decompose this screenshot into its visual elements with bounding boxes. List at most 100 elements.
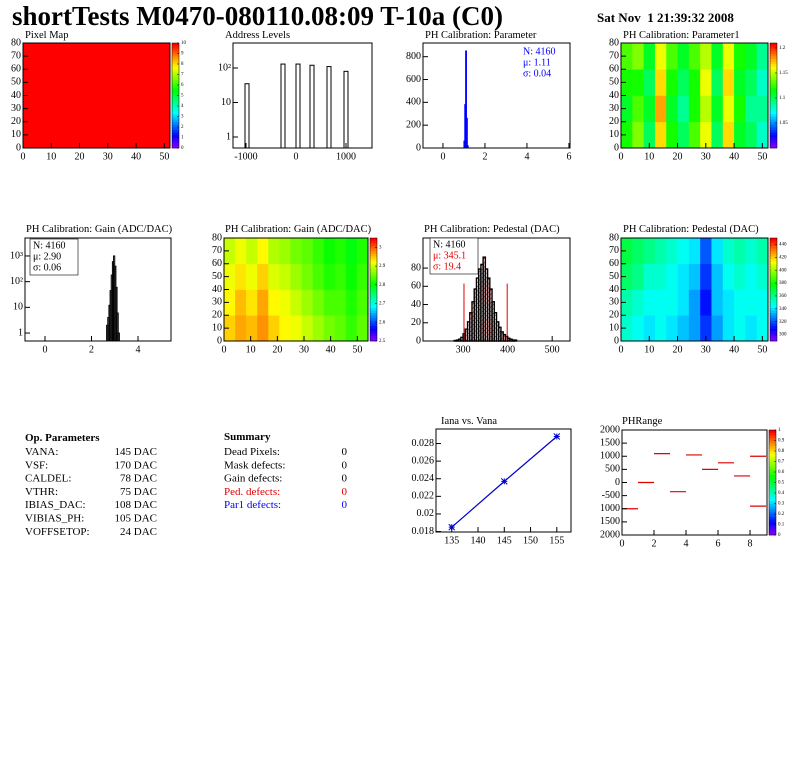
colorbar-step [370,268,377,272]
x-tick-label: 4 [135,344,140,355]
y-tick-label: 10³ [10,250,23,261]
heatmap-cell [722,69,735,96]
x-tick-label: 140 [471,535,486,546]
heatmap-cell [356,263,369,290]
heatmap-cell [722,95,735,123]
colorbar-step [770,145,777,149]
summary-label: Dead Pixels: [224,446,280,458]
stats-line: N: 4160 [33,240,66,251]
heatmap-cell [356,315,369,342]
heatmap-cell [700,315,712,342]
colorbar-step [770,124,777,128]
colorbar-step [172,121,179,125]
colorbar-step [770,56,777,60]
y-tick-label: 50 [11,77,21,88]
heatmap-cell [301,263,313,290]
x-tick-label: 150 [523,535,538,546]
colorbar-label: 0.5 [778,481,785,486]
y-tick-label: 40 [11,90,21,101]
y-tick-label: 20 [609,310,619,321]
colorbar-frame [769,42,778,149]
colorbar-label: 1.2 [779,46,786,51]
y-tick-label: 50 [609,77,619,88]
x-tick-label: 2 [89,344,94,355]
colorbar-step [770,129,777,133]
colorbar-step [370,320,377,324]
colorbar-step [770,137,777,141]
colorbar-step [770,64,777,67]
heatmap-cell [268,263,280,290]
heatmap-cell [700,69,712,96]
y-tick-label: 70 [212,245,222,256]
y-tick-label: 40 [609,90,619,101]
colorbar-step [770,45,777,49]
stats-box [29,238,79,276]
colorbar-step [370,281,377,285]
colorbar-step [770,79,777,83]
y-tick-label: 1 [226,131,231,142]
colorbar-step [172,53,179,57]
heatmap-cell [700,95,712,123]
heatmap-cell [323,289,336,316]
colorbar-step [770,279,777,283]
panel-title: PH Calibration: Gain (ADC/DAC) [26,224,173,235]
y-tick-label: 0.024 [412,473,435,484]
colorbar-step [770,116,777,120]
colorbar-step [370,274,377,277]
param-label: IBIAS_DAC: [25,499,86,511]
x-tick-label: 40 [326,344,336,355]
colorbar-step [769,456,776,460]
colorbar-step [770,92,777,96]
colorbar-step [172,90,179,94]
y-tick-label: 10 [13,302,23,313]
heatmap-cell [666,289,678,316]
x-tick-label: 10 [46,151,56,162]
y-tick-label: 40 [609,284,619,295]
colorbar-step [770,66,777,70]
colorbar-label: 0.9 [778,439,785,444]
colorbar-step [770,320,777,324]
heatmap-cell [268,289,280,316]
heatmap-cell [745,69,757,96]
x-tick-label: 30 [701,151,711,162]
colorbar-step [769,437,776,441]
heatmap-cell [666,263,678,290]
colorbar-step [172,64,179,67]
colorbar-step [172,145,179,149]
heatmap-cell [312,238,324,265]
x-tick-label: 50 [352,344,362,355]
colorbar-step [370,258,377,262]
x-tick-label: 50 [159,151,169,162]
heatmap-cell [677,315,690,342]
heatmap-cell [654,263,667,290]
colorbar-label: 320 [779,320,787,325]
heatmap-cell [756,289,769,316]
colorbar-step [769,458,776,462]
param-label: VIBIAS_PH: [25,513,84,525]
colorbar-step [770,258,777,262]
colorbar-step [172,82,179,86]
colorbar-step [172,87,179,91]
x-tick-label: 30 [701,344,711,355]
colorbar-step [370,310,377,313]
x-tick-label: 6 [566,151,571,162]
colorbar-label: 0.1 [778,523,785,528]
colorbar-step [770,113,777,117]
y-tick-label: 200 [406,119,421,130]
summary-title: Summary [224,431,271,443]
heatmap-cell [666,43,678,70]
heatmap-cell [711,69,724,96]
colorbar-label: 0.2 [778,512,785,517]
x-tick-label: 135 [444,535,459,546]
colorbar-label: 360 [779,294,787,299]
heatmap-cell [290,289,302,316]
heatmap-cell [257,315,269,342]
colorbar-step [769,493,776,496]
colorbar-step [172,134,179,138]
colorbar-label: 2.6 [379,320,386,325]
heatmap-cell [279,289,291,316]
heatmap-cell [654,238,667,265]
colorbar-step [172,48,179,52]
panel-title: Pixel Map [25,30,68,41]
x-tick-label: 6 [716,538,721,549]
